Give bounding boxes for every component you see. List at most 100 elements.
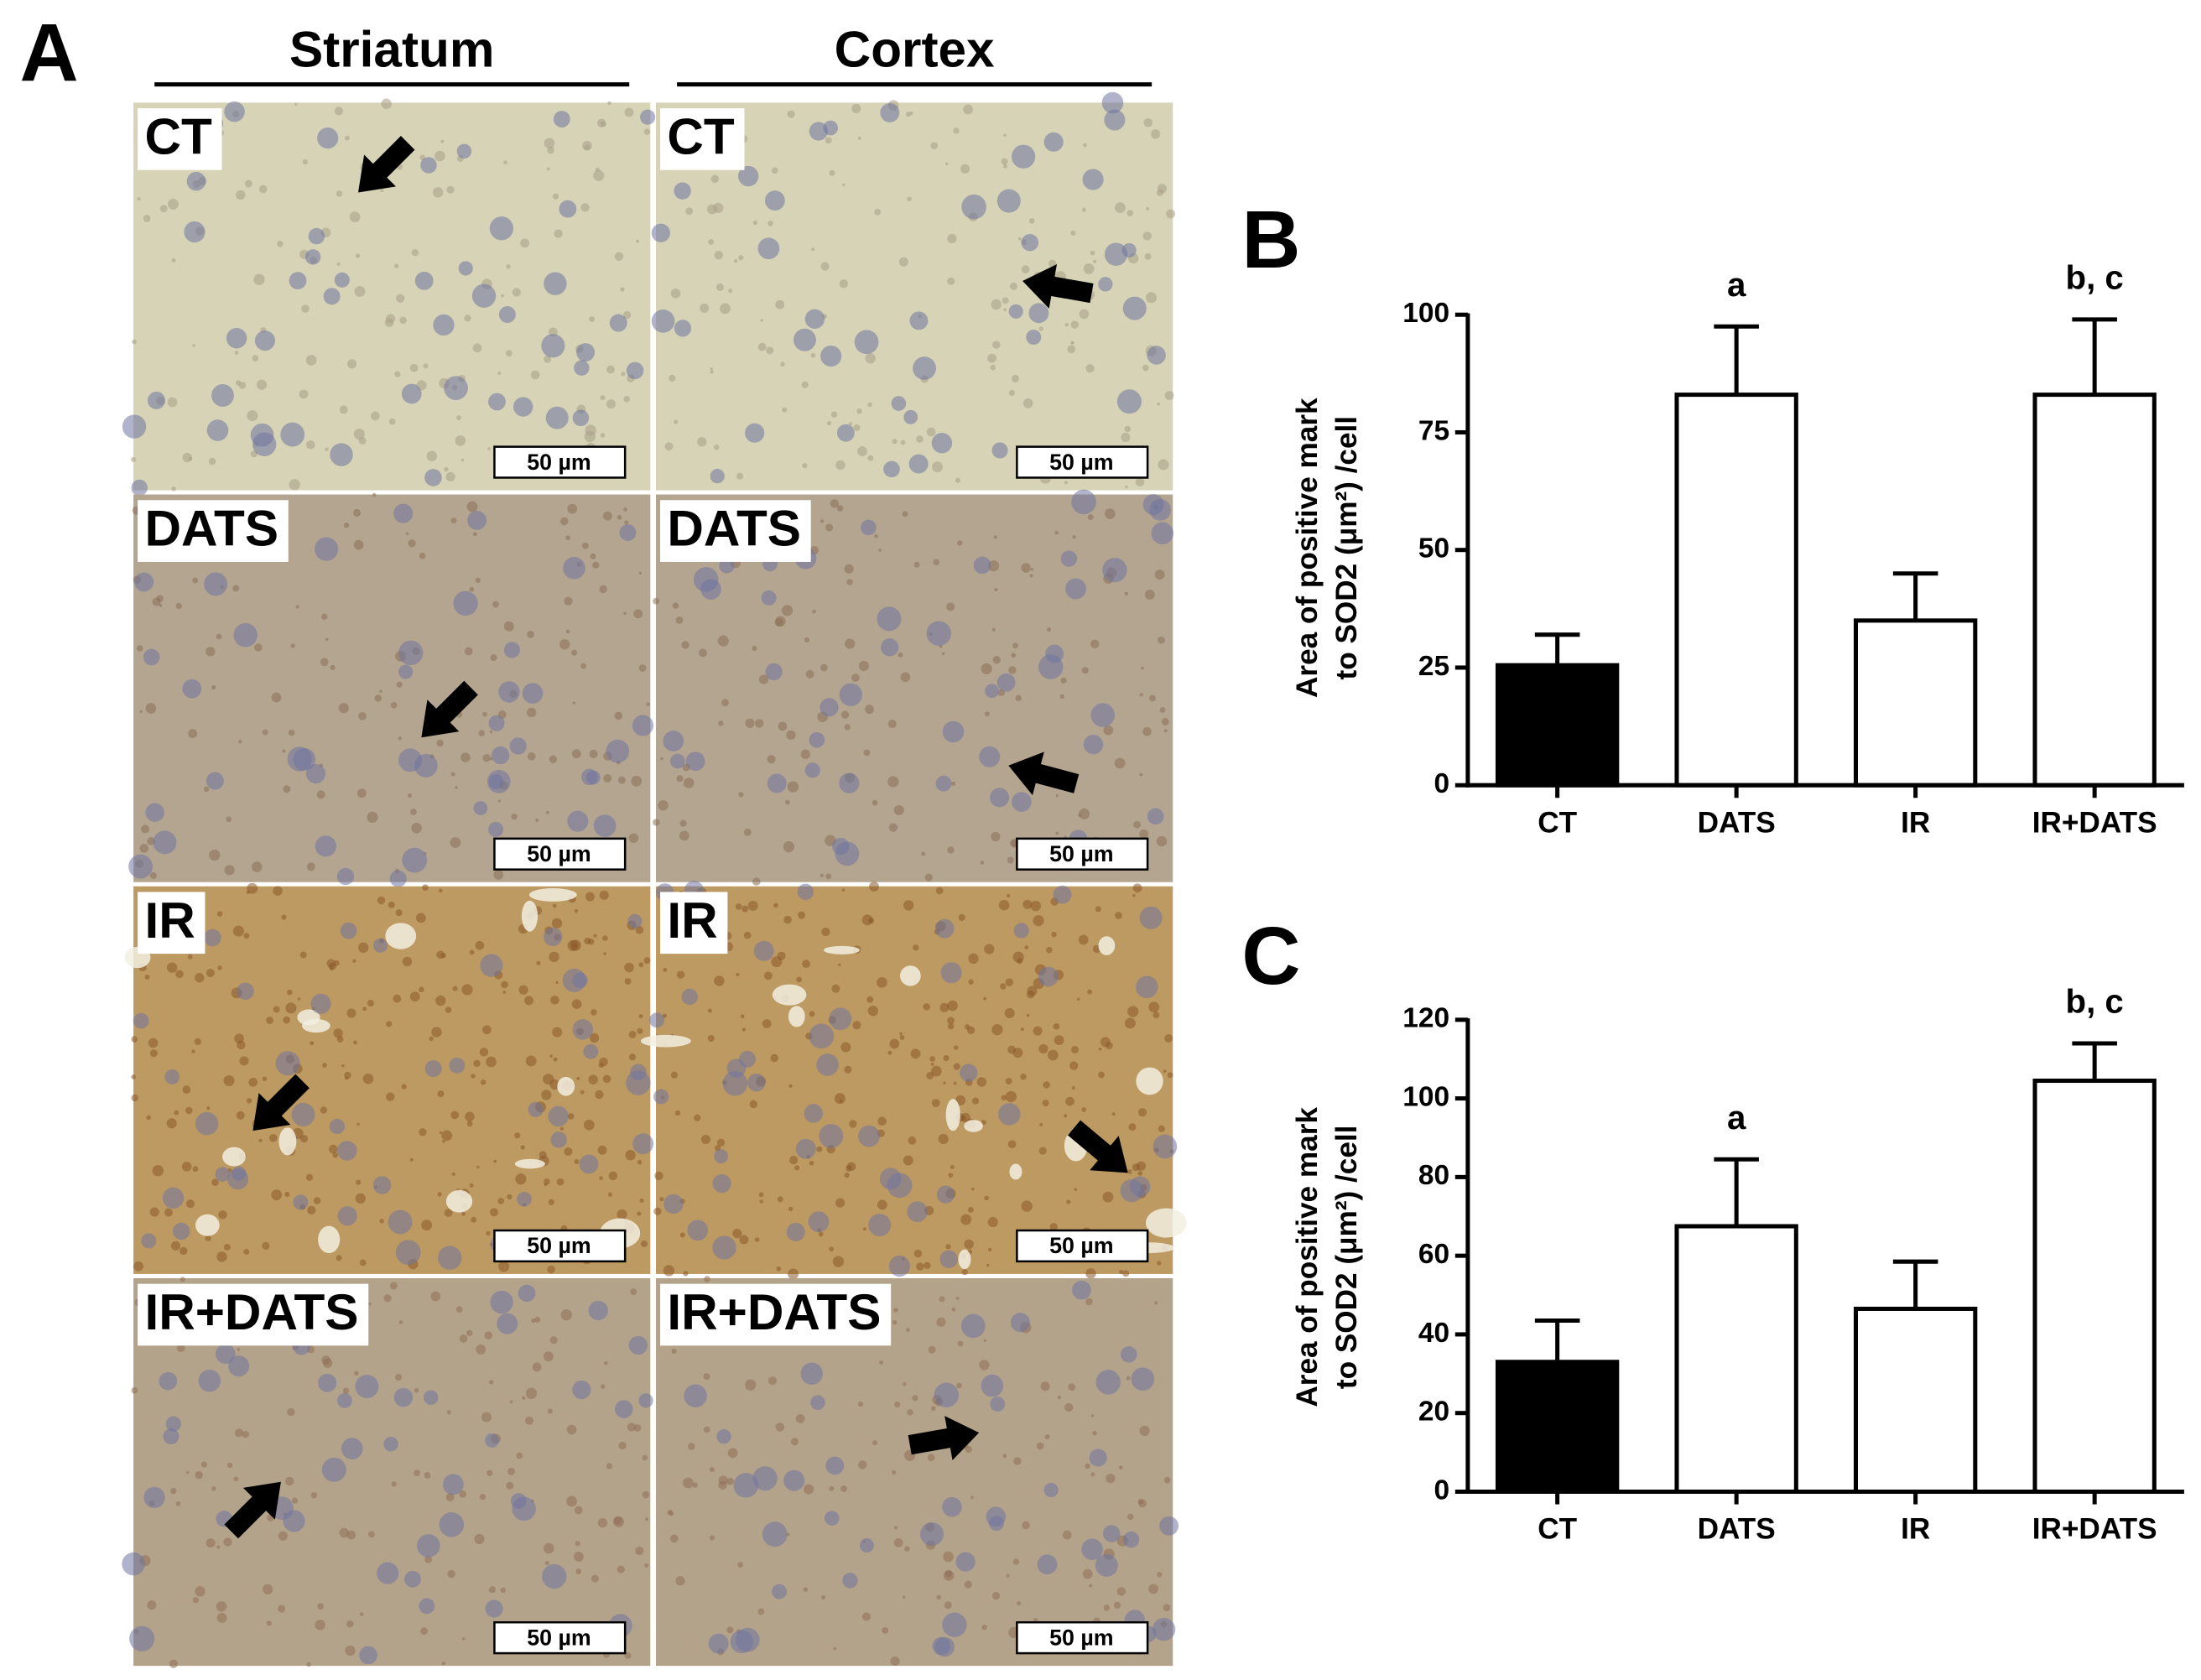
stain-speck bbox=[252, 355, 259, 362]
stain-speck bbox=[675, 1576, 685, 1586]
stain-speck bbox=[955, 1297, 960, 1300]
bar bbox=[1853, 618, 1978, 788]
stain-speck bbox=[271, 692, 282, 703]
cell-nucleus bbox=[651, 309, 675, 333]
stain-speck bbox=[654, 1171, 663, 1181]
cell-nucleus bbox=[186, 171, 206, 191]
stain-speck bbox=[659, 1197, 664, 1202]
stain-speck bbox=[349, 211, 361, 223]
stain-speck bbox=[1132, 893, 1136, 897]
cell-nucleus bbox=[321, 1457, 346, 1482]
cell-nucleus bbox=[998, 1103, 1021, 1126]
cell-nucleus bbox=[1131, 1367, 1155, 1391]
cell-nucleus bbox=[1021, 233, 1039, 252]
cell-nucleus bbox=[714, 1149, 729, 1164]
stain-speck bbox=[787, 110, 795, 118]
stain-speck bbox=[574, 1158, 580, 1165]
cell-nucleus bbox=[730, 1630, 754, 1654]
stain-speck bbox=[194, 1038, 201, 1046]
stain-speck bbox=[192, 1166, 199, 1173]
stain-speck bbox=[407, 793, 413, 798]
stain-speck bbox=[170, 1487, 177, 1495]
stain-speck bbox=[752, 645, 757, 652]
stain-speck bbox=[740, 1014, 745, 1019]
stain-speck bbox=[669, 1534, 679, 1543]
vacuole bbox=[1136, 1067, 1163, 1095]
cell-nucleus bbox=[402, 847, 428, 873]
cell-nucleus bbox=[681, 988, 698, 1006]
stain-speck bbox=[631, 775, 643, 787]
stain-speck bbox=[516, 1452, 523, 1459]
stain-speck bbox=[487, 447, 491, 450]
stain-speck bbox=[1139, 772, 1143, 777]
label-box bbox=[660, 500, 811, 562]
stain-speck bbox=[211, 684, 216, 690]
stain-speck bbox=[497, 372, 502, 375]
stain-speck bbox=[965, 1445, 972, 1454]
stain-speck bbox=[380, 189, 384, 193]
cell-nucleus bbox=[172, 1222, 190, 1240]
stain-speck bbox=[1051, 931, 1057, 938]
cell-nucleus bbox=[211, 384, 234, 407]
stain-speck bbox=[741, 1027, 747, 1032]
stain-speck bbox=[775, 616, 786, 627]
stain-speck bbox=[469, 586, 475, 592]
stain-speck bbox=[555, 980, 559, 985]
stain-speck bbox=[566, 1424, 577, 1435]
stain-speck bbox=[320, 658, 329, 667]
stain-speck bbox=[216, 911, 223, 917]
stain-speck bbox=[1001, 1095, 1007, 1100]
stain-speck bbox=[1124, 1017, 1136, 1029]
stain-speck bbox=[549, 755, 557, 763]
stain-speck bbox=[535, 818, 539, 823]
panel-row-label: DATS bbox=[667, 500, 801, 557]
stain-speck bbox=[617, 776, 626, 784]
cell-nucleus bbox=[973, 556, 991, 575]
stain-speck bbox=[961, 1269, 968, 1276]
stain-speck bbox=[310, 1491, 318, 1499]
cell-nucleus bbox=[762, 1521, 788, 1547]
stain-speck bbox=[794, 1165, 800, 1171]
scale-bar-box bbox=[493, 1229, 627, 1263]
cell-nucleus bbox=[453, 590, 478, 616]
cell-nucleus bbox=[1095, 1553, 1118, 1577]
stain-speck bbox=[358, 942, 369, 953]
stain-speck bbox=[520, 1145, 526, 1150]
stain-speck bbox=[624, 962, 634, 973]
stain-speck bbox=[787, 781, 799, 793]
stain-speck bbox=[346, 1008, 356, 1018]
stain-speck bbox=[1103, 725, 1114, 736]
stain-speck bbox=[1033, 914, 1044, 927]
stain-speck bbox=[1154, 1301, 1158, 1305]
cell-nucleus bbox=[719, 558, 735, 574]
stain-speck bbox=[638, 571, 643, 575]
cell-nucleus bbox=[1149, 498, 1171, 521]
stain-speck bbox=[530, 370, 540, 380]
stain-speck bbox=[786, 730, 796, 741]
x-tick-label: CT bbox=[1538, 806, 1577, 839]
vacuole bbox=[958, 1249, 971, 1270]
cell-nucleus bbox=[939, 1250, 958, 1268]
stain-speck bbox=[735, 903, 742, 910]
stain-speck bbox=[992, 656, 1001, 664]
stain-speck bbox=[500, 1587, 507, 1594]
cell-nucleus bbox=[473, 801, 488, 815]
cell-nucleus bbox=[122, 1552, 145, 1576]
stain-speck bbox=[1064, 322, 1069, 327]
stain-speck bbox=[1163, 729, 1168, 733]
vacuole bbox=[514, 1158, 545, 1169]
stain-speck bbox=[130, 456, 137, 463]
y-tick-label: 120 bbox=[1402, 1003, 1449, 1034]
vacuole bbox=[528, 887, 577, 902]
stain-speck bbox=[929, 1056, 936, 1062]
stain-speck bbox=[639, 1198, 644, 1204]
cell-nucleus bbox=[839, 772, 860, 793]
stain-speck bbox=[1070, 230, 1076, 236]
stain-speck bbox=[964, 1239, 974, 1250]
stain-speck bbox=[393, 263, 399, 268]
stain-speck bbox=[226, 1462, 233, 1469]
stain-speck bbox=[908, 1136, 917, 1145]
stain-speck bbox=[596, 118, 606, 127]
cell-nucleus bbox=[880, 638, 899, 657]
cell-nucleus bbox=[1152, 1617, 1176, 1641]
